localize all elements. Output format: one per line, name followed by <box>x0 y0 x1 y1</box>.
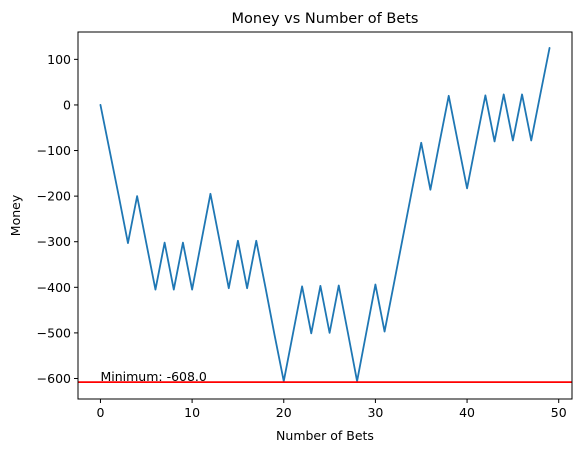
minimum-annotation: Minimum: -608.0 <box>100 369 206 384</box>
x-tick-label: 50 <box>551 405 567 420</box>
y-tick-label: −500 <box>37 325 71 340</box>
y-tick-label: −100 <box>37 143 71 158</box>
y-tick-label: 0 <box>63 97 71 112</box>
y-tick-label: 100 <box>47 52 71 67</box>
plot-background <box>78 32 572 399</box>
money-series-line <box>99 47 551 383</box>
x-tick-label: 20 <box>276 405 292 420</box>
x-axis-title: Number of Bets <box>276 428 374 443</box>
x-tick-label: 30 <box>367 405 383 420</box>
x-tick-label: 0 <box>96 405 104 420</box>
x-tick-label: 40 <box>459 405 475 420</box>
y-axis-title: Money <box>8 194 23 236</box>
y-tick-label: −200 <box>37 189 71 204</box>
chart-title: Money vs Number of Bets <box>232 11 419 27</box>
plot-frame <box>77 31 573 400</box>
y-tick-label: −600 <box>37 371 71 386</box>
y-tick-label: −300 <box>37 234 71 249</box>
x-tick-label: 10 <box>184 405 200 420</box>
y-tick-label: −400 <box>37 280 71 295</box>
